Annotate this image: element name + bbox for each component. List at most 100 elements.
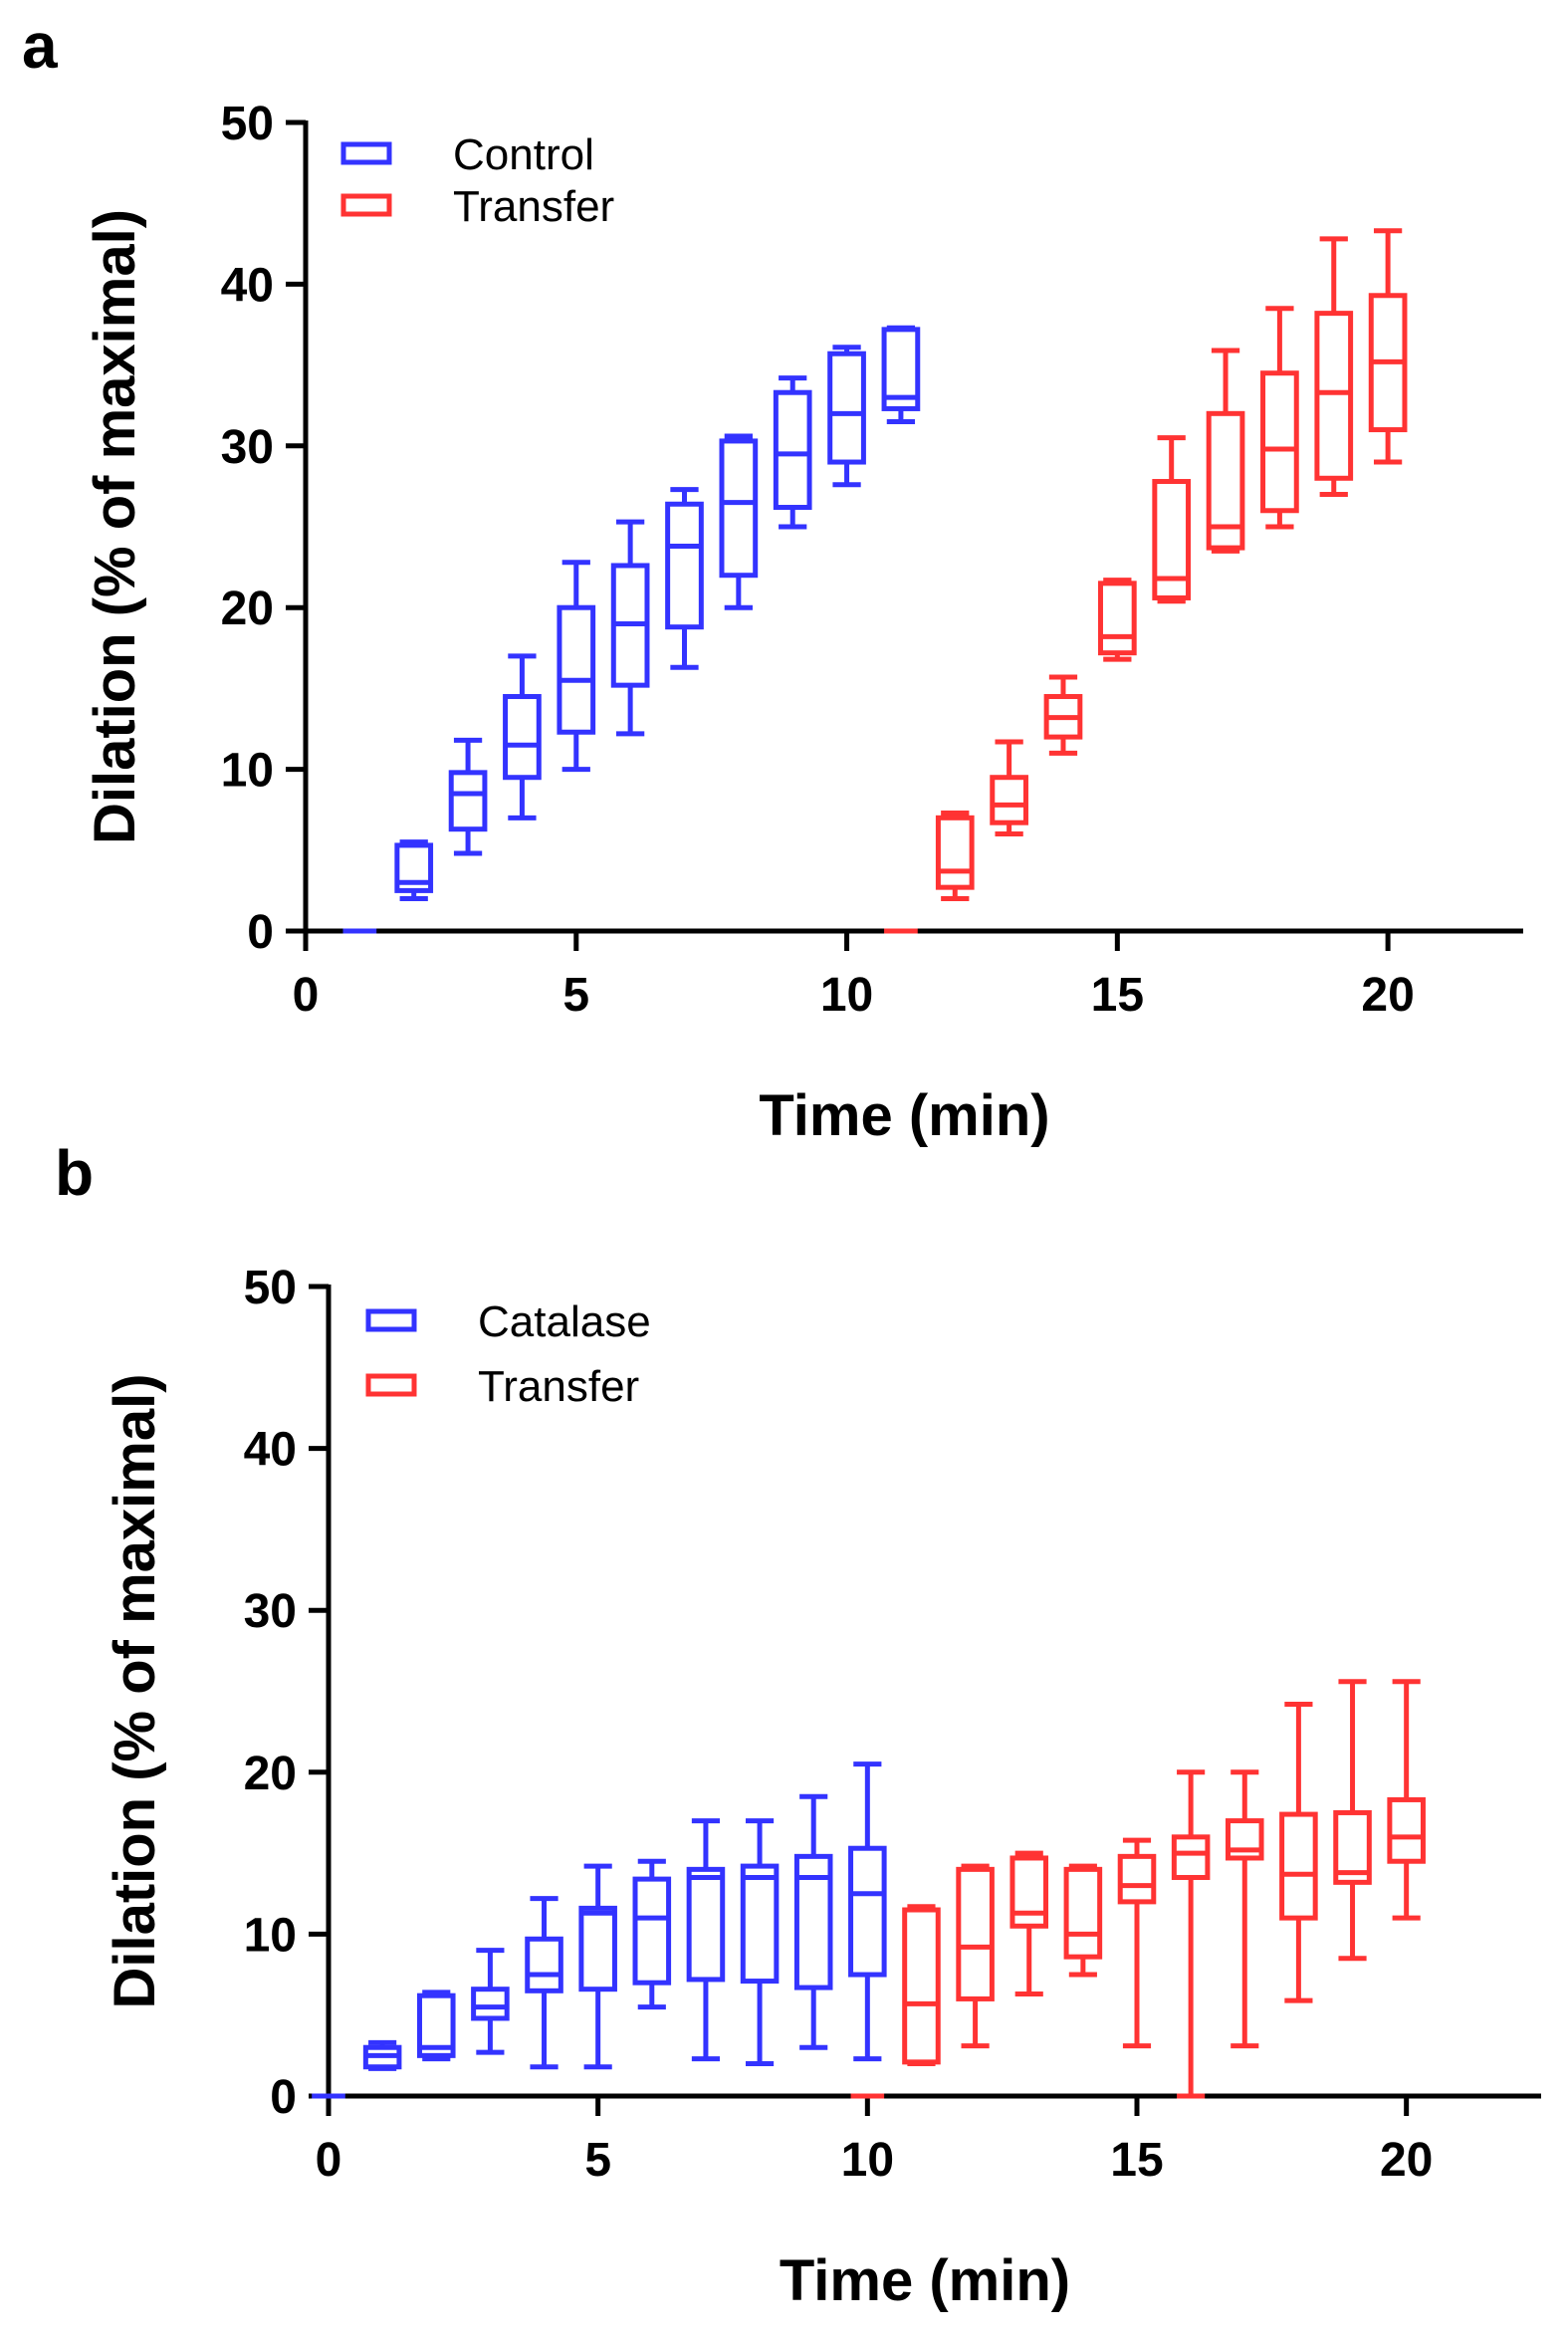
x-tick-label: 5 <box>584 2134 611 2187</box>
x-tick-label: 10 <box>820 969 873 1022</box>
box-iqr <box>686 1866 726 1983</box>
x-tick-label: 0 <box>316 2134 342 2187</box>
box <box>1043 674 1083 756</box>
box <box>1009 1850 1049 1997</box>
box-iqr <box>557 604 596 735</box>
box-iqr <box>1279 1811 1318 1921</box>
y-tick-label: 0 <box>247 906 274 959</box>
box <box>1097 578 1137 662</box>
box-iqr <box>416 1992 456 2058</box>
box <box>610 519 650 737</box>
y-tick-label: 30 <box>244 1585 297 1638</box>
box <box>956 1863 995 2049</box>
box-iqr <box>471 1987 510 2021</box>
box-iqr <box>1206 410 1245 551</box>
box <box>1333 1679 1372 1962</box>
box-iqr <box>1225 1818 1264 1861</box>
box-iqr <box>1117 1853 1157 1905</box>
y-tick-label: 10 <box>244 1909 297 1962</box>
legend-entry: Catalase <box>365 1297 651 1346</box>
box <box>362 2039 402 2071</box>
box-iqr <box>1152 479 1192 600</box>
x-axis-title: Time (min) <box>759 1083 1049 1148</box>
box-iqr <box>1333 1809 1372 1885</box>
series-control <box>342 325 921 934</box>
box <box>1117 1837 1157 2049</box>
box-iqr <box>1171 1834 1211 1880</box>
legend-entry: Transfer <box>340 182 614 231</box>
y-tick-label: 0 <box>270 2071 297 2124</box>
y-axis-title: Dilation (% of maximal) <box>103 1373 167 2008</box>
x-axis-title: Time (min) <box>780 2248 1070 2313</box>
box-iqr <box>719 438 759 579</box>
box <box>1279 1702 1318 2003</box>
box <box>503 653 542 820</box>
box-iqr <box>1387 1796 1426 1864</box>
x-tick-label: 20 <box>1380 2134 1433 2187</box>
series-transfer <box>850 1679 1426 2099</box>
box <box>990 739 1028 837</box>
x-tick-label: 15 <box>1110 2134 1163 2187</box>
box <box>686 1818 726 2062</box>
box <box>740 1818 780 2066</box>
panel-label: a <box>22 10 58 82</box>
box <box>1314 236 1354 498</box>
box-iqr <box>578 1905 617 1992</box>
x-tick-label: 0 <box>293 969 320 1022</box>
legend-entry: Transfer <box>365 1362 639 1411</box>
y-axis-title: Dilation (% of maximal) <box>83 209 147 844</box>
y-tick-label: 50 <box>244 1262 297 1314</box>
legend-label: Transfer <box>453 182 614 231</box>
box <box>1387 1679 1426 1921</box>
box <box>632 1858 672 2010</box>
y-tick-label: 30 <box>221 421 274 474</box>
box-iqr <box>848 1845 887 1978</box>
box <box>1206 348 1245 554</box>
legend-swatch <box>365 1373 417 1397</box>
box <box>773 375 812 530</box>
box-iqr <box>665 501 704 630</box>
box <box>848 1761 887 2062</box>
box-iqr <box>1063 1866 1103 1960</box>
legend-swatch <box>365 1308 417 1332</box>
box <box>1260 306 1299 530</box>
y-tick-label: 40 <box>221 259 274 312</box>
box <box>394 839 434 902</box>
box <box>1063 1863 1103 1978</box>
box <box>557 560 596 773</box>
x-tick-label: 15 <box>1091 969 1144 1022</box>
legend-entry: Control <box>340 130 594 179</box>
series-catalase <box>312 1761 887 2099</box>
box <box>1171 1769 1211 2099</box>
legend-label: Control <box>453 130 594 179</box>
box <box>525 1896 563 2070</box>
legend-label: Catalase <box>478 1297 651 1346</box>
box-iqr <box>935 815 975 890</box>
chart-panel-b: b 0 10 20 30 40 50 0 5 10 15 20 Time (min) Dilation (… <box>55 1137 1541 2313</box>
x-tick-label: 5 <box>562 969 589 1022</box>
box-iqr <box>793 1853 833 1991</box>
box <box>1368 228 1408 465</box>
box <box>793 1793 833 2050</box>
box <box>471 1948 510 2055</box>
legend-label: Transfer <box>478 1362 639 1411</box>
box-iqr <box>632 1876 672 1986</box>
box-iqr <box>881 327 921 411</box>
box <box>881 325 921 424</box>
y-tick-label: 10 <box>221 745 274 798</box>
box-iqr <box>990 775 1028 825</box>
box <box>416 1990 456 2062</box>
box-iqr <box>525 1936 563 1993</box>
legend-swatch <box>340 193 392 217</box>
panel-label: b <box>55 1137 94 1209</box>
legend-swatch <box>340 141 392 165</box>
box-iqr <box>773 389 812 511</box>
series-transfer <box>884 228 1408 934</box>
box-iqr <box>394 842 434 893</box>
box-iqr <box>448 770 488 832</box>
box <box>1225 1769 1264 2049</box>
y-tick-label: 20 <box>221 583 274 635</box>
y-tick-label: 50 <box>221 98 274 150</box>
box <box>827 345 866 488</box>
